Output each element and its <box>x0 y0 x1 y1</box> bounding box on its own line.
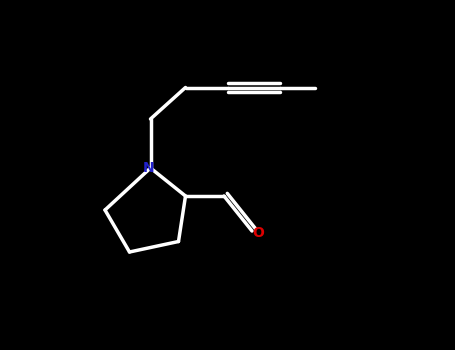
Text: N: N <box>143 161 155 175</box>
Text: O: O <box>253 226 264 240</box>
